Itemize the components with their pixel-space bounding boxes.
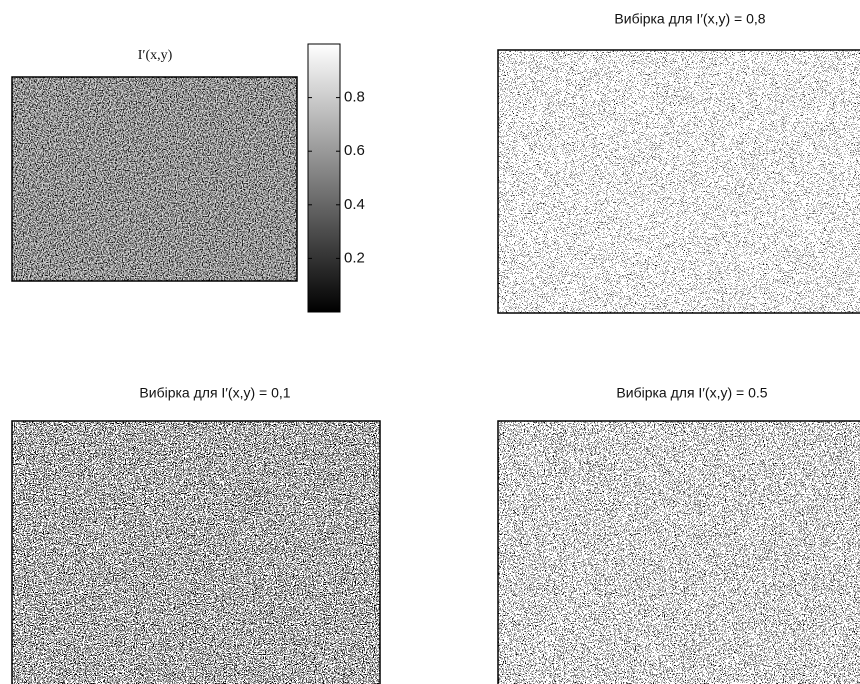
panel-title: Вибірка для I′(x,y) = 0,8 — [614, 11, 765, 27]
colorbar-tick-label: 0.2 — [344, 249, 365, 266]
panel-title: Вибірка для I′(x,y) = 0.5 — [616, 385, 767, 401]
colorbar-tick-label: 0.4 — [344, 196, 365, 213]
figure: I′(x,y) Вибірка для I′(x,y) = 0,8 Вибірк… — [0, 0, 860, 684]
colorbar — [308, 44, 340, 312]
sample-image — [498, 50, 860, 313]
colorbar-tick-label: 0.8 — [344, 89, 365, 106]
sample-image — [12, 421, 380, 684]
sample-image — [498, 421, 860, 684]
panel-title: I′(x,y) — [138, 48, 173, 63]
panel-title: Вибірка для I′(x,y) = 0,1 — [139, 385, 290, 401]
intensity-image — [12, 77, 297, 281]
colorbar-tick-label: 0.6 — [344, 142, 365, 159]
